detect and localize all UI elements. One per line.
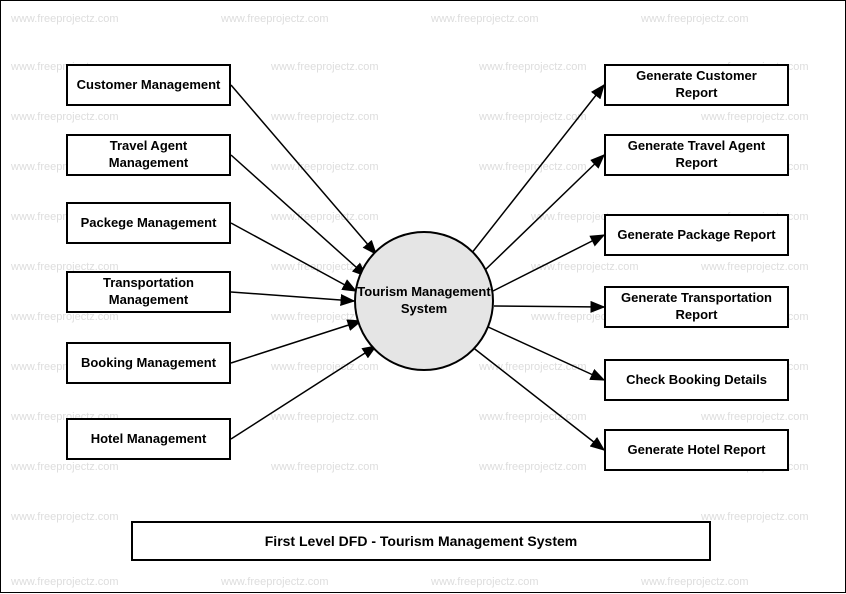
diagram-title-box: First Level DFD - Tourism Management Sys…	[131, 521, 711, 561]
entity-label: Booking Management	[81, 355, 216, 372]
watermark-text: www.freeprojectz.com	[479, 61, 587, 73]
right-entity-box: Generate Transportation Report	[604, 286, 789, 328]
watermark-text: www.freeprojectz.com	[641, 13, 749, 25]
entity-label: Generate Transportation Report	[614, 290, 779, 324]
watermark-text: www.freeprojectz.com	[479, 161, 587, 173]
left-entity-box: Transportation Management	[66, 271, 231, 313]
right-entity-box: Generate Hotel Report	[604, 429, 789, 471]
watermark-text: www.freeprojectz.com	[479, 461, 587, 473]
entity-label: Customer Management	[77, 77, 221, 94]
watermark-text: www.freeprojectz.com	[221, 13, 329, 25]
left-entity-box: Customer Management	[66, 64, 231, 106]
watermark-text: www.freeprojectz.com	[11, 13, 119, 25]
right-entity-box: Generate Travel Agent Report	[604, 134, 789, 176]
center-process: Tourism Management System	[354, 231, 494, 371]
watermark-text: www.freeprojectz.com	[271, 61, 379, 73]
watermark-text: www.freeprojectz.com	[271, 411, 379, 423]
watermark-text: www.freeprojectz.com	[271, 361, 379, 373]
watermark-text: www.freeprojectz.com	[11, 111, 119, 123]
watermark-text: www.freeprojectz.com	[271, 111, 379, 123]
entity-label: Generate Travel Agent Report	[614, 138, 779, 172]
entity-label: Generate Hotel Report	[628, 442, 766, 459]
left-entity-box: Booking Management	[66, 342, 231, 384]
center-process-label: Tourism Management System	[356, 284, 492, 318]
entity-label: Hotel Management	[91, 431, 207, 448]
watermark-text: www.freeprojectz.com	[221, 576, 329, 588]
entity-label: Packege Management	[81, 215, 217, 232]
entity-label: Generate Customer Report	[614, 68, 779, 102]
entity-label: Travel Agent Management	[76, 138, 221, 172]
watermark-text: www.freeprojectz.com	[11, 461, 119, 473]
right-entity-box: Check Booking Details	[604, 359, 789, 401]
watermark-text: www.freeprojectz.com	[701, 111, 809, 123]
watermark-text: www.freeprojectz.com	[701, 511, 809, 523]
watermark-text: www.freeprojectz.com	[479, 411, 587, 423]
watermark-text: www.freeprojectz.com	[11, 511, 119, 523]
watermark-text: www.freeprojectz.com	[431, 13, 539, 25]
watermark-text: www.freeprojectz.com	[641, 576, 749, 588]
watermark-text: www.freeprojectz.com	[479, 361, 587, 373]
watermark-text: www.freeprojectz.com	[271, 211, 379, 223]
left-entity-box: Packege Management	[66, 202, 231, 244]
watermark-text: www.freeprojectz.com	[431, 576, 539, 588]
left-entity-box: Hotel Management	[66, 418, 231, 460]
watermark-text: www.freeprojectz.com	[701, 261, 809, 273]
entity-label: Generate Package Report	[617, 227, 775, 244]
watermark-text: www.freeprojectz.com	[271, 161, 379, 173]
entity-label: Transportation Management	[76, 275, 221, 309]
diagram-title: First Level DFD - Tourism Management Sys…	[265, 533, 577, 549]
right-entity-box: Generate Package Report	[604, 214, 789, 256]
watermark-text: www.freeprojectz.com	[479, 111, 587, 123]
left-entity-box: Travel Agent Management	[66, 134, 231, 176]
watermark-text: www.freeprojectz.com	[11, 576, 119, 588]
watermark-text: www.freeprojectz.com	[271, 461, 379, 473]
watermark-text: www.freeprojectz.com	[531, 261, 639, 273]
entity-label: Check Booking Details	[626, 372, 767, 389]
watermark-text: www.freeprojectz.com	[701, 411, 809, 423]
right-entity-box: Generate Customer Report	[604, 64, 789, 106]
